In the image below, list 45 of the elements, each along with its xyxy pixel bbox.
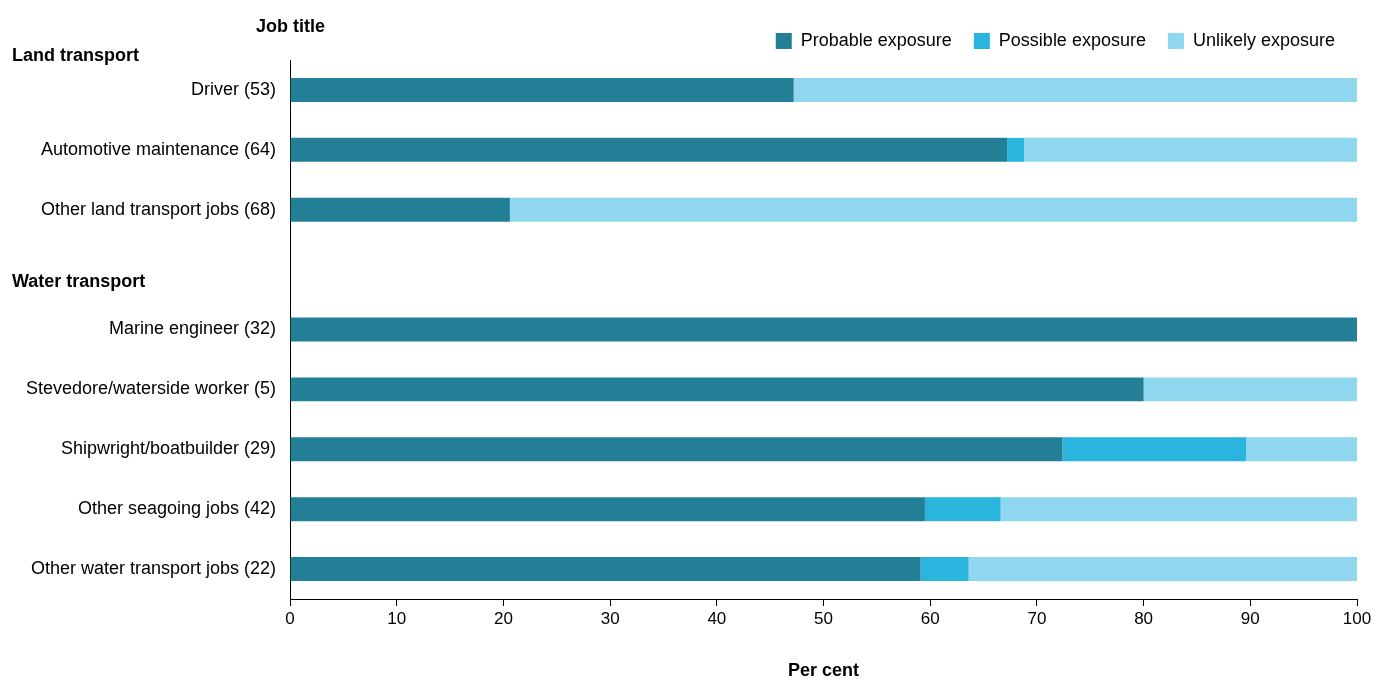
x-tick-label: 30 bbox=[600, 608, 620, 628]
y-axis-title: Job title bbox=[255, 15, 325, 36]
bar bbox=[290, 77, 794, 102]
bar bbox=[793, 77, 1357, 102]
bar bbox=[924, 497, 1001, 522]
y-tick-label: Automotive maintenance (64) bbox=[40, 138, 277, 159]
x-axis-title: Per cent bbox=[788, 660, 860, 681]
bar bbox=[290, 437, 1063, 462]
y-tick-label: Other water transport jobs (22) bbox=[30, 558, 277, 579]
text: Land transport bbox=[12, 44, 140, 65]
bar bbox=[1143, 377, 1357, 402]
y-tick-label: Stevedore/waterside worker (5) bbox=[25, 378, 277, 399]
x-tick-label: 40 bbox=[707, 608, 727, 628]
x-tick-label: 20 bbox=[494, 608, 513, 628]
x-tick-label: 70 bbox=[1027, 608, 1047, 628]
x-tick-label: 100 bbox=[1342, 608, 1372, 628]
legend-label: Unlikely exposure bbox=[1192, 29, 1336, 50]
x-tick-label: 60 bbox=[920, 608, 940, 628]
legend-label: Possible exposure bbox=[998, 29, 1146, 50]
bar bbox=[290, 137, 1008, 162]
bar bbox=[290, 197, 510, 222]
bar bbox=[509, 197, 1357, 222]
bar bbox=[1246, 437, 1357, 462]
bar bbox=[290, 557, 921, 582]
x-tick-label: 90 bbox=[1240, 608, 1260, 628]
y-tick-label: Driver (53) bbox=[191, 78, 277, 99]
text: Water transport bbox=[12, 270, 146, 291]
bar bbox=[968, 557, 1357, 582]
y-tick-label: Shipwright/boatbuilder (29) bbox=[60, 438, 277, 459]
x-tick-label: 10 bbox=[387, 608, 407, 628]
bar bbox=[1000, 497, 1357, 522]
y-tick-label: Other seagoing jobs (42) bbox=[77, 498, 277, 519]
bar bbox=[290, 377, 1144, 402]
x-tick-label: 0 bbox=[285, 608, 295, 628]
x-tick-label: 80 bbox=[1134, 608, 1154, 628]
y-tick-label: Marine engineer (32) bbox=[109, 318, 277, 339]
bar bbox=[1062, 437, 1247, 462]
bar bbox=[1024, 137, 1357, 162]
bar bbox=[1007, 137, 1025, 162]
y-tick-label: Other land transport jobs (68) bbox=[40, 198, 277, 219]
bar bbox=[290, 497, 925, 522]
legend-label: Probable exposure bbox=[800, 29, 952, 50]
bar bbox=[920, 557, 969, 582]
x-tick-label: 50 bbox=[814, 608, 834, 628]
bar bbox=[290, 317, 1357, 342]
